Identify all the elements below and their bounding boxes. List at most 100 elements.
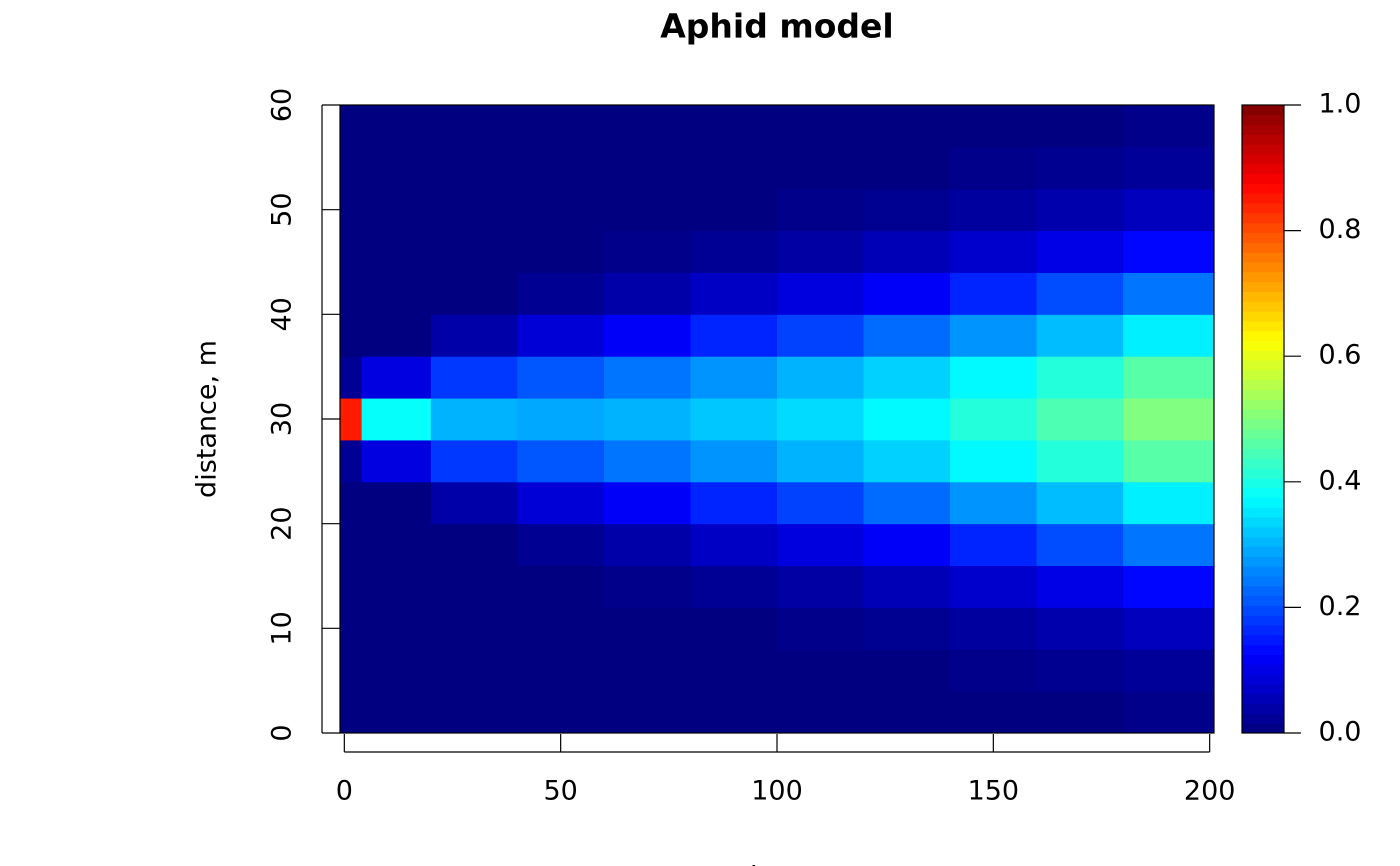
colorbar-swatch (1242, 497, 1284, 508)
colorbar-swatch (1242, 350, 1284, 361)
colorbar-swatch (1242, 438, 1284, 449)
heat-cell (1036, 272, 1124, 315)
heat-cell (950, 481, 1038, 525)
heat-cell (340, 691, 363, 734)
heat-cell (950, 649, 1038, 692)
y-tick-label: 20 (267, 506, 298, 540)
heat-cell (340, 314, 363, 357)
heat-cell (863, 523, 951, 567)
heat-cell (361, 398, 432, 441)
colorbar-swatch (1242, 566, 1284, 577)
heat-cell (517, 691, 605, 734)
heat-cell (690, 523, 778, 567)
heat-cell (950, 188, 1038, 232)
heat-cell (340, 439, 363, 483)
heat-cell (430, 272, 518, 315)
heat-cell (777, 230, 865, 273)
heat-cell (1123, 230, 1215, 273)
heat-cell (1123, 105, 1215, 148)
heat-cell (517, 649, 605, 692)
colorbar-tick-label: 0.2 (1319, 591, 1362, 622)
heat-cell (603, 439, 691, 483)
heat-cell (430, 356, 518, 399)
heat-cell (361, 565, 432, 608)
colorbar-swatch (1242, 507, 1284, 518)
heat-cell (777, 314, 865, 357)
heat-cell (690, 272, 778, 315)
colorbar-tick-label: 0.0 (1319, 717, 1362, 748)
colorbar-swatch (1242, 644, 1284, 655)
x-tick-label: 150 (968, 776, 1020, 807)
heat-cell (863, 105, 951, 148)
heat-cell (777, 105, 865, 148)
heat-cell (950, 565, 1038, 608)
heat-cell (1123, 481, 1215, 525)
colorbar-swatch (1242, 693, 1284, 705)
heat-cell (361, 105, 432, 148)
heat-cell (1036, 230, 1124, 273)
heat-cell (1036, 565, 1124, 608)
colorbar-swatch (1242, 723, 1284, 734)
heat-cell (863, 314, 951, 357)
heat-cell (603, 314, 691, 357)
colorbar-swatch (1242, 271, 1284, 283)
heat-cell (340, 565, 363, 608)
heat-cell (1123, 691, 1215, 734)
heat-cell (517, 356, 605, 399)
heat-cell (863, 272, 951, 315)
colorbar-swatch (1242, 634, 1284, 646)
heat-cell (430, 230, 518, 273)
heat-cell (690, 146, 778, 190)
colorbar-swatch (1242, 585, 1284, 597)
heat-cell (430, 565, 518, 608)
colorbar-swatch (1242, 389, 1284, 400)
heat-cell (777, 481, 865, 525)
heat-cell (517, 607, 605, 650)
heat-cell (777, 607, 865, 650)
colorbar-swatch (1242, 703, 1284, 714)
colorbar-swatch (1242, 242, 1284, 253)
heat-cell (777, 146, 865, 190)
heat-cell (1036, 398, 1124, 441)
y-tick-label: 0 (267, 724, 298, 741)
heat-cell (517, 314, 605, 357)
heat-cell (950, 439, 1038, 483)
colorbar-swatch (1242, 448, 1284, 459)
heat-cell (1036, 146, 1124, 190)
colorbar-swatch (1242, 134, 1284, 145)
heat-cell (517, 398, 605, 441)
colorbar-swatch (1242, 144, 1284, 155)
heat-cell (950, 523, 1038, 567)
heat-cell (430, 649, 518, 692)
heat-cell (361, 314, 432, 357)
colorbar-swatch (1242, 212, 1284, 224)
heat-cell (430, 523, 518, 567)
heat-cell (517, 146, 605, 190)
heat-cell (777, 523, 865, 567)
colorbar-swatch (1242, 605, 1284, 616)
heat-cell (340, 356, 363, 399)
x-tick-label: 200 (1184, 776, 1236, 807)
colorbar-swatch (1242, 487, 1284, 498)
heat-cell (777, 649, 865, 692)
heat-cell (603, 523, 691, 567)
colorbar-swatch (1242, 595, 1284, 606)
heat-cell (361, 607, 432, 650)
heat-cell (340, 607, 363, 650)
heat-cell (950, 105, 1038, 148)
colorbar-swatch (1242, 399, 1284, 410)
heat-cell (690, 691, 778, 734)
heat-cell (430, 105, 518, 148)
heat-cell (863, 146, 951, 190)
heat-cell (517, 230, 605, 273)
heat-cell (430, 188, 518, 232)
heat-cell (1123, 523, 1215, 567)
heat-cell (603, 146, 691, 190)
heat-cell (1036, 649, 1124, 692)
heat-cell (340, 649, 363, 692)
heat-cell (603, 649, 691, 692)
heat-cell (361, 146, 432, 190)
colorbar-swatch (1242, 163, 1284, 175)
heat-cell (361, 649, 432, 692)
heat-cell (950, 356, 1038, 399)
